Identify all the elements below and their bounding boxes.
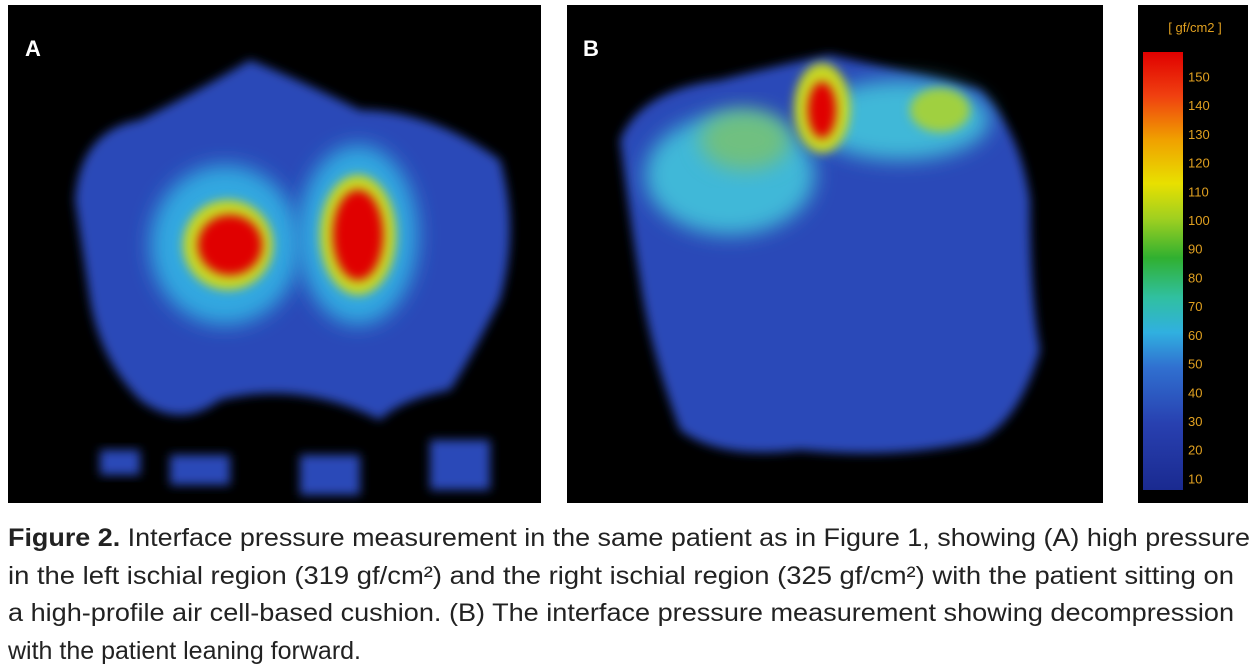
caption-line: a high-profile air cell-based cushion. (…	[8, 599, 1234, 627]
heatmap-a	[8, 5, 541, 503]
colorbar-tick-label: 60	[1188, 328, 1202, 343]
colorbar	[1143, 52, 1183, 490]
panel-label: A	[25, 36, 41, 61]
colorbar-tick-label: 70	[1188, 299, 1202, 314]
heatmap-b	[567, 5, 1103, 503]
colorbar-tick-label: 150	[1188, 69, 1210, 84]
caption-line: with the patient leaning forward.	[7, 637, 361, 665]
caption-text: Interface pressure measurement in the sa…	[128, 524, 1250, 552]
caption-line: Figure 2. Interface pressure measurement…	[8, 524, 1250, 552]
colorbar-tick-label: 10	[1188, 471, 1202, 486]
colorbar-tick-label: 80	[1188, 270, 1202, 285]
caption-line: in the left ischial region (319 gf/cm²) …	[8, 562, 1234, 590]
panel-label: B	[583, 36, 599, 61]
colorbar-tick-label: 50	[1188, 357, 1202, 372]
colorbar-unit: [ gf/cm2 ]	[1168, 20, 1221, 35]
colorbar-tick-label: 110	[1188, 184, 1209, 199]
colorbar-tick-label: 30	[1188, 414, 1202, 429]
colorbar-tick-label: 120	[1188, 156, 1210, 171]
colorbar-tick-label: 90	[1188, 242, 1202, 257]
colorbar-tick-label: 140	[1188, 98, 1210, 113]
colorbar-tick-label: 20	[1188, 443, 1202, 458]
colorbar-tick-label: 130	[1188, 127, 1210, 142]
colorbar-tick-label: 40	[1188, 385, 1202, 400]
colorbar-ticks: 150 140 130 120 110 100 90 80 70 60 50 40 30 20 10	[1188, 69, 1210, 486]
colorbar-tick-label: 100	[1188, 213, 1210, 228]
caption-label: Figure 2.	[8, 524, 120, 552]
